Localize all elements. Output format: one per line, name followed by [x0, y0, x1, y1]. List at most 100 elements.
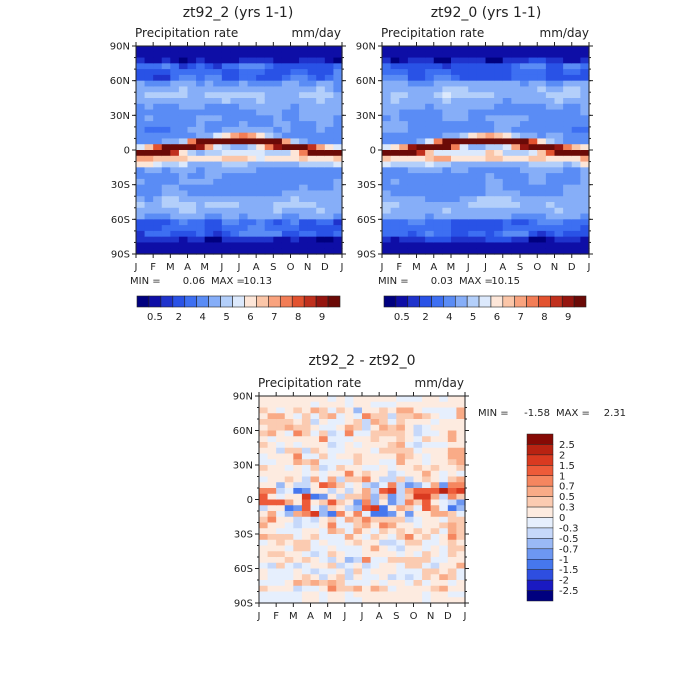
heatmap-cell — [336, 453, 346, 460]
heatmap-cell — [178, 167, 189, 174]
heatmap-cell — [416, 115, 426, 122]
heatmap-cell — [301, 562, 312, 570]
heatmap-cell — [580, 115, 590, 122]
heatmap-cell — [336, 476, 346, 483]
heatmap-cell — [413, 522, 423, 529]
heatmap-cell — [416, 213, 426, 220]
heatmap-cell — [319, 511, 329, 518]
heatmap-cell — [442, 69, 452, 76]
heatmap-cell — [422, 493, 432, 501]
heatmap-cell — [390, 69, 400, 76]
heatmap-cell — [571, 57, 581, 64]
heatmap-cell — [324, 115, 335, 122]
heatmap-cell — [404, 470, 415, 478]
heatmap-cell — [563, 196, 573, 203]
heatmap-cell — [370, 539, 380, 547]
heatmap-cell — [382, 98, 392, 105]
heatmap-cell — [178, 230, 189, 238]
heatmap-cell — [520, 109, 530, 116]
heatmap-cell — [336, 557, 346, 564]
heatmap-cell — [327, 522, 337, 529]
heatmap-cell — [259, 545, 269, 552]
heatmap-cell — [382, 74, 392, 82]
heatmap-cell — [554, 98, 564, 105]
y-tick-label: 30N — [356, 111, 376, 122]
heatmap-cell — [399, 69, 409, 76]
heatmap-cell — [390, 51, 400, 59]
heatmap-cell — [353, 493, 363, 501]
heatmap-cell — [433, 155, 443, 163]
heatmap-cell — [425, 138, 435, 145]
heatmap-cell — [281, 144, 292, 151]
heatmap-cell — [301, 470, 312, 478]
heatmap-cell — [379, 585, 389, 593]
heatmap-cell — [416, 173, 426, 180]
heatmap-cell — [554, 86, 564, 93]
heatmap-cell — [144, 46, 154, 53]
heatmap-cell — [284, 516, 294, 524]
heatmap-cell — [204, 155, 214, 163]
heatmap-cell — [502, 69, 512, 76]
heatmap-cell — [327, 493, 337, 501]
heatmap-cell — [396, 424, 406, 432]
y-tick-label: 90S — [234, 599, 253, 610]
heatmap-cell — [476, 167, 487, 174]
heatmap-cell — [554, 132, 564, 140]
heatmap-cell — [301, 419, 312, 426]
panel-units: mm/day — [415, 376, 465, 390]
heatmap-cell — [442, 184, 452, 192]
heatmap-cell — [307, 161, 317, 168]
heatmap-cell — [379, 516, 389, 524]
heatmap-cell — [153, 248, 163, 255]
heatmap-cell — [430, 419, 440, 426]
heatmap-cell — [416, 248, 426, 255]
heatmap-cell — [580, 109, 590, 116]
heatmap-cell — [299, 132, 309, 140]
heatmap-cell — [353, 413, 363, 420]
heatmap-cell — [407, 196, 418, 203]
heatmap-cell — [537, 103, 547, 111]
heatmap-cell — [468, 144, 478, 151]
heatmap-cell — [416, 98, 426, 105]
heatmap-cell — [545, 46, 556, 53]
heatmap-cell — [187, 230, 197, 238]
heatmap-cell — [379, 413, 389, 420]
heatmap-cell — [511, 80, 521, 88]
heatmap-cell — [213, 115, 223, 122]
heatmap-cell — [571, 173, 581, 180]
heatmap-cell — [580, 150, 590, 157]
heatmap-cell — [485, 225, 495, 232]
heatmap-cell — [281, 150, 292, 157]
heatmap-cell — [382, 46, 392, 53]
heatmap-cell — [545, 57, 556, 64]
heatmap-cell — [382, 196, 392, 203]
heatmap-cell — [425, 161, 435, 168]
heatmap-cell — [430, 562, 440, 570]
heatmap-cell — [256, 173, 266, 180]
heatmap-cell — [327, 597, 337, 604]
heatmap-cell — [153, 242, 163, 249]
heatmap-cell — [310, 516, 320, 524]
heatmap-cell — [563, 132, 573, 140]
heatmap-cell — [204, 202, 214, 209]
heatmap-cell — [396, 413, 406, 420]
heatmap-cell — [144, 230, 154, 238]
heatmap-cell — [353, 499, 363, 506]
heatmap-cell — [502, 63, 512, 70]
heatmap-cell — [293, 597, 303, 604]
heatmap-cell — [407, 92, 418, 99]
heatmap-cell — [390, 109, 400, 116]
heatmap-cell — [239, 150, 249, 157]
heatmap-cell — [310, 453, 320, 460]
heatmap-cell — [387, 459, 397, 466]
heatmap-cell — [494, 161, 504, 168]
heatmap-cell — [399, 144, 409, 151]
heatmap-cell — [433, 121, 443, 128]
heatmap-cell — [187, 155, 197, 163]
heatmap-cell — [537, 86, 547, 93]
heatmap-cell — [221, 103, 232, 111]
heatmap-cell — [511, 230, 521, 238]
heatmap-cell — [382, 57, 392, 64]
heatmap-cell — [264, 236, 274, 244]
heatmap-cell — [494, 121, 504, 128]
